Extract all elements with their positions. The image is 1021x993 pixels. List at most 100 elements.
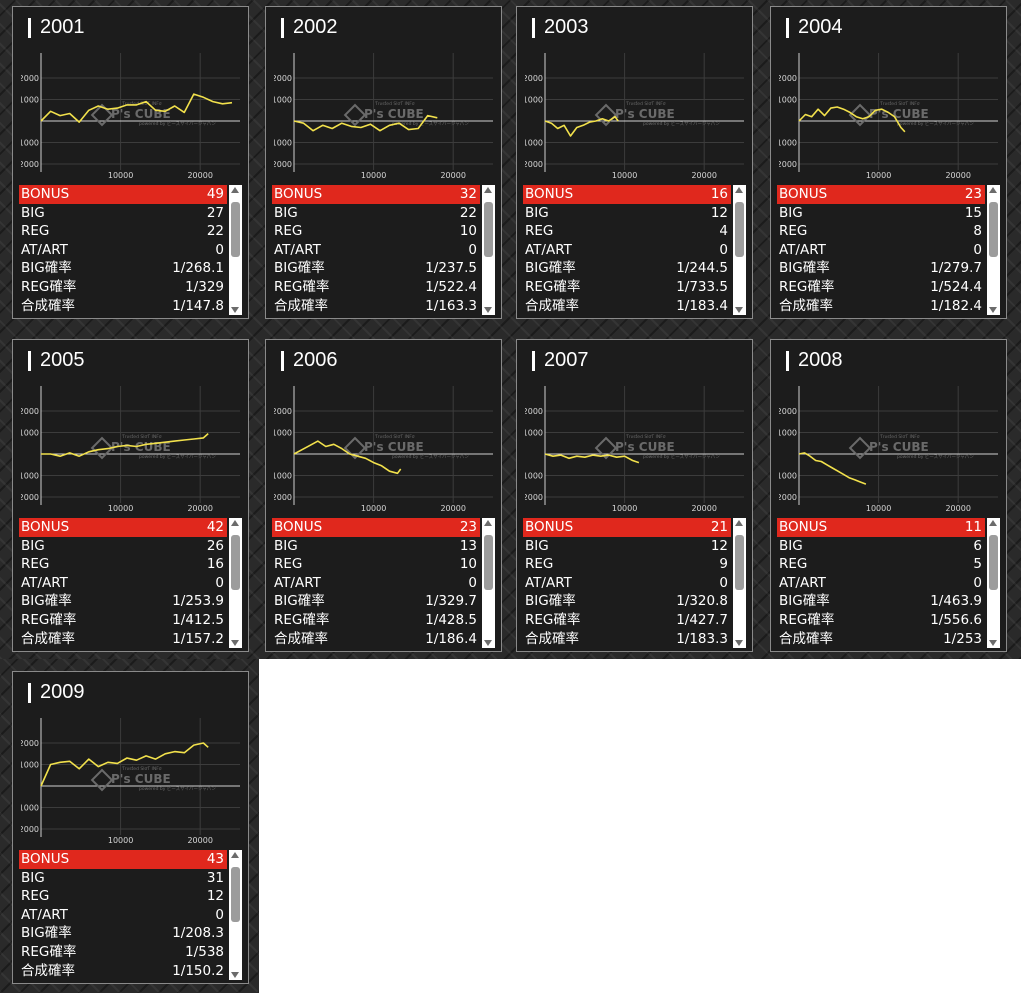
stat-value: 1/329	[185, 278, 224, 295]
stat-value: 31	[206, 869, 224, 886]
scroll-thumb[interactable]	[231, 202, 240, 257]
stat-value: 23	[459, 519, 477, 535]
scrollbar[interactable]	[482, 518, 495, 648]
stat-label: REG	[21, 888, 50, 905]
scrollbar[interactable]	[229, 850, 242, 980]
panel-title: 2001	[40, 16, 85, 38]
stat-row: 合成確率 1/157.2	[19, 630, 227, 649]
y-tick-label: 2000	[21, 407, 39, 416]
stat-row: REG 22	[19, 222, 227, 241]
y-tick-label: 2000	[779, 74, 797, 83]
x-tick-label: 20000	[187, 836, 212, 845]
stat-row: REG確率 1/556.6	[777, 611, 985, 630]
stat-row: REG確率 1/329	[19, 278, 227, 297]
scroll-thumb[interactable]	[989, 535, 998, 590]
scroll-down-arrow-icon[interactable]	[735, 640, 743, 646]
series-line	[293, 440, 402, 475]
slump-graph: 2000 1000 -1000 -2000 10000 20000 Ƭrυsƭed SlσƬ…	[21, 53, 240, 180]
stat-label: AT/ART	[525, 241, 572, 258]
scrollbar[interactable]	[229, 518, 242, 648]
y-tick-label: 1000	[779, 429, 797, 438]
stat-row: 合成確率 1/183.4	[523, 297, 731, 316]
stat-label: 合成確率	[274, 297, 328, 314]
scrollbar[interactable]	[733, 518, 746, 648]
stat-value: 6	[973, 537, 982, 554]
scroll-thumb[interactable]	[735, 535, 744, 590]
scrollbar[interactable]	[733, 185, 746, 315]
panel-title: 2004	[798, 16, 843, 38]
cube-icon	[594, 103, 618, 127]
stat-label: 合成確率	[274, 630, 328, 647]
scroll-up-arrow-icon[interactable]	[735, 520, 743, 526]
scroll-up-arrow-icon[interactable]	[989, 520, 997, 526]
stat-label: BIG確率	[274, 593, 325, 610]
watermark-text: powered by ピーズサイバージャパン	[139, 785, 216, 792]
stats-list: BONUS 23 BIG 13 REG 10 AT/ART 0 BIG確率 1/329.7 REG確…	[272, 518, 480, 648]
scroll-down-arrow-icon[interactable]	[231, 972, 239, 978]
scroll-down-arrow-icon[interactable]	[484, 640, 492, 646]
scroll-up-arrow-icon[interactable]	[231, 520, 239, 526]
stats-list: BONUS 49 BIG 27 REG 22 AT/ART 0 BIG確率 1/268.1 REG確…	[19, 185, 227, 315]
stat-label: BIG確率	[21, 593, 72, 610]
y-tick-label: 2000	[274, 74, 292, 83]
scroll-down-arrow-icon[interactable]	[735, 307, 743, 313]
stat-value: 8	[973, 223, 982, 240]
stat-label: REG確率	[779, 611, 835, 628]
stat-value: 1/163.3	[425, 297, 477, 314]
stat-value: 1/268.1	[172, 260, 224, 277]
scroll-up-arrow-icon[interactable]	[735, 187, 743, 193]
stat-value: 10	[459, 556, 477, 573]
stat-label: BIG確率	[21, 260, 72, 277]
y-tick-label: -2000	[779, 493, 797, 502]
scroll-up-arrow-icon[interactable]	[231, 852, 239, 858]
scroll-down-arrow-icon[interactable]	[484, 307, 492, 313]
stat-row: REG 8	[777, 222, 985, 241]
scroll-thumb[interactable]	[231, 867, 240, 922]
stats-list: BONUS 21 BIG 12 REG 9 AT/ART 0 BIG確率 1/320.8 REG確率…	[523, 518, 731, 648]
y-tick-label: 1000	[274, 96, 292, 105]
stat-label: BONUS	[779, 186, 828, 202]
watermark-brand: P's CUBE	[615, 107, 675, 121]
scroll-thumb[interactable]	[484, 202, 493, 257]
scrollbar[interactable]	[229, 185, 242, 315]
scroll-down-arrow-icon[interactable]	[989, 640, 997, 646]
y-tick-label: -1000	[525, 472, 543, 481]
stat-value: 1/253.9	[172, 593, 224, 610]
slump-graph: 2000 1000 -1000 -2000 10000 20000 Ƭrυsƭed SlσƬ…	[525, 386, 744, 513]
stat-row: BONUS 32	[272, 185, 480, 204]
watermark-text: powered by ピーズサイバージャパン	[139, 453, 216, 460]
stat-label: BIG確率	[525, 593, 576, 610]
scroll-up-arrow-icon[interactable]	[989, 187, 997, 193]
scroll-up-arrow-icon[interactable]	[484, 187, 492, 193]
scrollbar[interactable]	[987, 185, 1000, 315]
x-tick-label: 20000	[187, 504, 212, 513]
stat-row: BIG確率 1/244.5	[523, 259, 731, 278]
stat-value: 49	[206, 186, 224, 202]
scrollbar[interactable]	[482, 185, 495, 315]
scroll-down-arrow-icon[interactable]	[989, 307, 997, 313]
stat-label: BIG	[779, 537, 803, 554]
stat-value: 0	[215, 574, 224, 591]
stat-value: 21	[710, 519, 728, 535]
stat-row: REG 10	[272, 222, 480, 241]
scroll-thumb[interactable]	[989, 202, 998, 257]
stat-value: 9	[719, 556, 728, 573]
scroll-thumb[interactable]	[735, 202, 744, 257]
stat-label: BONUS	[779, 519, 828, 535]
scroll-up-arrow-icon[interactable]	[484, 520, 492, 526]
scrollbar[interactable]	[987, 518, 1000, 648]
y-tick-label: 1000	[274, 429, 292, 438]
stat-row: REG確率 1/733.5	[523, 278, 731, 297]
scroll-down-arrow-icon[interactable]	[231, 307, 239, 313]
stat-value: 1/538	[185, 943, 224, 960]
stat-value: 0	[215, 241, 224, 258]
stat-row: BIG確率 1/208.3	[19, 924, 227, 943]
scroll-down-arrow-icon[interactable]	[231, 640, 239, 646]
chart-panel: 2008 2000 1000 -1000 -2000 10000 20000 Ƭrυsƭed …	[770, 339, 1007, 652]
scroll-thumb[interactable]	[231, 535, 240, 590]
stat-row: BIG 31	[19, 869, 227, 888]
scroll-up-arrow-icon[interactable]	[231, 187, 239, 193]
stat-row: BIG 26	[19, 537, 227, 556]
stat-label: BONUS	[21, 851, 70, 867]
scroll-thumb[interactable]	[484, 535, 493, 590]
